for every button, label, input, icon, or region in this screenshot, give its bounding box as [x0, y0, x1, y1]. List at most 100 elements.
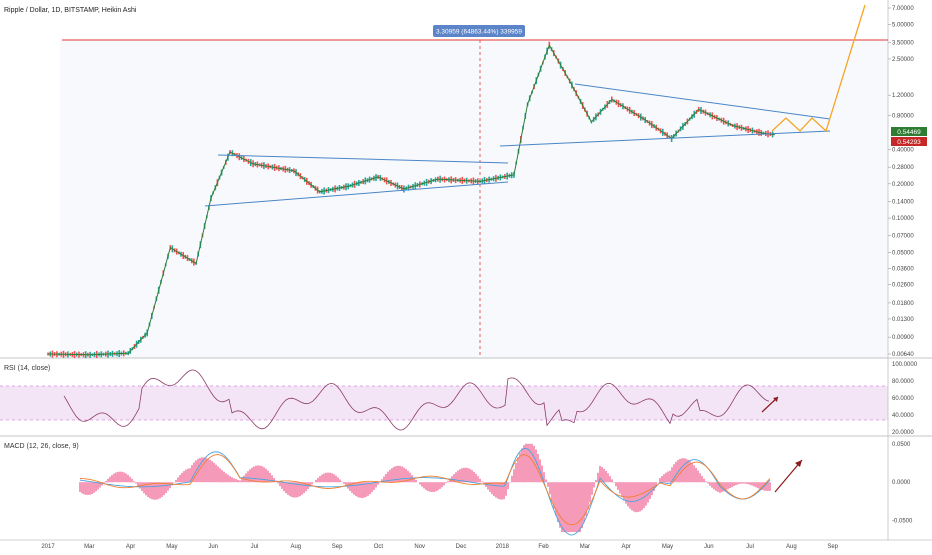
macd-bar [179, 475, 181, 482]
macd-bar [611, 479, 613, 482]
macd-bar [371, 482, 373, 492]
macd-bar [319, 476, 321, 482]
macd-bar [355, 482, 357, 496]
macd-bar [85, 482, 87, 495]
rsi-band [0, 386, 888, 420]
price-tick-label: 0.01300 [892, 317, 914, 323]
macd-bar [353, 482, 355, 495]
time-tick-label: Apr [126, 544, 135, 550]
price-tick-label: 0.28000 [892, 165, 914, 171]
macd-bar [647, 482, 649, 502]
macd-bar [637, 482, 639, 512]
macd-bar [315, 480, 317, 482]
macd-bar [469, 469, 471, 482]
macd-bar [475, 474, 477, 482]
macd-bar [127, 475, 129, 482]
time-tick-label: Sep [827, 544, 838, 550]
macd-bar [491, 482, 493, 494]
time-tick-label: Nov [414, 544, 425, 550]
macd-bar [741, 482, 743, 483]
macd-bar [529, 444, 531, 482]
macd-bar [691, 463, 693, 482]
macd-bar [111, 475, 113, 482]
macd-bar [439, 482, 441, 489]
macd-bar [213, 463, 215, 482]
macd-bar [257, 465, 259, 482]
macd-bar [729, 482, 731, 488]
macd-bar [665, 473, 667, 483]
crosshair-tooltip: 3.30959 (64863.44%) 339959 [433, 25, 525, 37]
macd-bar [753, 482, 755, 486]
macd-bar [603, 469, 605, 483]
macd-bar [369, 482, 371, 494]
macd-bar [445, 482, 447, 483]
macd-bar [735, 482, 737, 485]
price-axis[interactable]: 7.000005.000003.500002.500001.200000.800… [888, 6, 914, 358]
macd-bar [597, 473, 599, 482]
macd-bar [339, 479, 341, 482]
rsi-tick-label: 80.0000 [892, 379, 914, 385]
macd-bar [755, 482, 757, 487]
macd-bar [401, 467, 403, 483]
time-tick-label: May [166, 544, 177, 550]
macd-bar [117, 472, 119, 482]
time-tick-label: 2017 [41, 544, 55, 550]
macd-bar [125, 474, 127, 483]
macd-pane[interactable] [0, 437, 888, 540]
macd-bar [435, 482, 437, 491]
macd-bar [461, 468, 463, 482]
rsi-label: RSI (14, close) [4, 365, 50, 372]
macd-bar [93, 482, 95, 493]
macd-bar [131, 479, 133, 483]
macd-bar [427, 482, 429, 491]
macd-bar [617, 482, 619, 490]
macd-bar [513, 469, 515, 482]
macd-bar [143, 482, 145, 493]
macd-bar [177, 477, 179, 482]
macd-bar [185, 470, 187, 483]
price-tick-label: 0.00900 [892, 335, 914, 341]
macd-bar [211, 461, 213, 482]
macd-bar [95, 482, 97, 491]
macd-bar [151, 482, 153, 499]
macd-bar [163, 482, 165, 495]
macd-bar [615, 482, 617, 486]
macd-bar [291, 482, 293, 497]
macd-bar [683, 458, 685, 482]
macd-bar [153, 482, 155, 500]
price-tick-label: 0.80000 [892, 113, 914, 119]
price-badge-2-text: 0.54293 [897, 139, 921, 146]
macd-bar [235, 479, 237, 482]
macd-bar [455, 472, 457, 482]
macd-bar [123, 472, 125, 482]
macd-bar [155, 482, 157, 500]
price-tick-label: 2.50000 [892, 57, 914, 63]
macd-bar [669, 471, 671, 483]
macd-bar [115, 473, 117, 483]
macd-bar [697, 471, 699, 483]
macd-bar [215, 465, 217, 483]
macd-bar [731, 482, 733, 487]
time-tick-label: Oct [374, 544, 384, 550]
macd-bar [695, 468, 697, 482]
macd-bar [739, 482, 741, 484]
macd-bar [135, 482, 137, 483]
macd-bar [239, 481, 241, 483]
macd-bar [687, 460, 689, 482]
macd-bar [591, 482, 593, 495]
macd-bar [423, 482, 425, 488]
macd-bar [587, 482, 589, 509]
macd-bar [107, 479, 109, 483]
price-tick-label: 0.03600 [892, 267, 914, 273]
macd-bar [467, 468, 469, 482]
price-badge-1-text: 0.54469 [897, 129, 921, 136]
macd-bar [709, 482, 711, 486]
macd-bar [641, 482, 643, 510]
macd-axis: 0.05000.0000-0.0500 [892, 442, 913, 525]
macd-bar [223, 472, 225, 483]
macd-bar [639, 482, 641, 511]
macd-bar [357, 482, 359, 497]
macd-bar [593, 482, 595, 487]
